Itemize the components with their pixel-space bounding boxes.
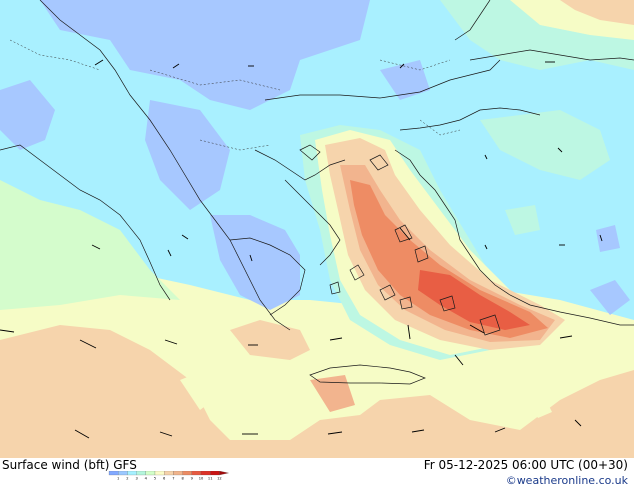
legend-label: 5 [154, 476, 156, 480]
legend-label: 11 [208, 476, 213, 480]
wind-area-bft2-greece [210, 215, 300, 310]
legend-label: 3 [135, 476, 137, 480]
wind-area-bft10-aegean [418, 270, 530, 330]
legend-swatch [210, 471, 220, 476]
map-title: Surface wind (bft) GFS [2, 458, 137, 472]
wind-area-bft2-east [590, 280, 630, 315]
wind-area-bft8-crete [310, 375, 355, 412]
legend-swatch [118, 471, 128, 476]
wind-area-bft9-aegean [350, 180, 548, 338]
legend-swatch [127, 471, 137, 476]
wind-area-bft6-patch2 [530, 398, 552, 418]
legend-swatch [154, 471, 165, 476]
legend-swatch [182, 471, 192, 476]
wind-area-bft4-anatolia [480, 110, 610, 180]
wind-area-bft2-north [40, 0, 370, 110]
legend-swatch [173, 471, 183, 476]
legend-label: 1 [117, 476, 119, 480]
wind-map [0, 0, 634, 458]
legend-label: 10 [199, 476, 204, 480]
legend-swatch [191, 471, 202, 476]
legend-arrow-swatch [219, 471, 229, 476]
footer: Surface wind (bft) GFS Fr 05-12-2025 06:… [0, 458, 634, 490]
wind-area-bft7-south [0, 325, 634, 458]
wind-area-bft4-anatolia-patch [505, 205, 540, 235]
wind-area-bft2-east2 [596, 225, 620, 252]
legend-swatch [136, 471, 146, 476]
coastlines [0, 0, 634, 385]
credit-link[interactable]: ©weatheronline.co.uk [505, 474, 628, 487]
legend-label: 2 [126, 476, 128, 480]
wind-area-bft2-balkan [145, 100, 230, 210]
wind-area-bft7-aegean [325, 138, 565, 350]
legend-label: 7 [172, 476, 174, 480]
legend-swatch [200, 471, 211, 476]
wind-area-bft2-ne [380, 60, 430, 100]
color-legend: 1 2 3 4 5 6 7 8 9 10 11 12 [108, 471, 229, 480]
legend-label: 12 [217, 476, 222, 480]
wind-area-bft6-patch1 [180, 370, 220, 410]
legend-label: 9 [191, 476, 194, 480]
forecast-datetime: Fr 05-12-2025 06:00 UTC (00+30) [423, 458, 628, 472]
wind-arrows [0, 59, 603, 439]
legend-label: 4 [145, 476, 148, 480]
legend-label: 8 [181, 476, 184, 480]
legend-swatch [145, 471, 156, 476]
legend-swatch [108, 471, 119, 476]
wind-area-bft2-west [0, 80, 55, 150]
legend-swatch [164, 471, 174, 476]
legend-label: 6 [163, 476, 166, 480]
wind-area-bft5-west [0, 180, 180, 310]
wind-area-bft8-aegean [340, 165, 555, 342]
wind-area-bft7-northeast [560, 0, 634, 25]
borders [9, 39, 461, 151]
